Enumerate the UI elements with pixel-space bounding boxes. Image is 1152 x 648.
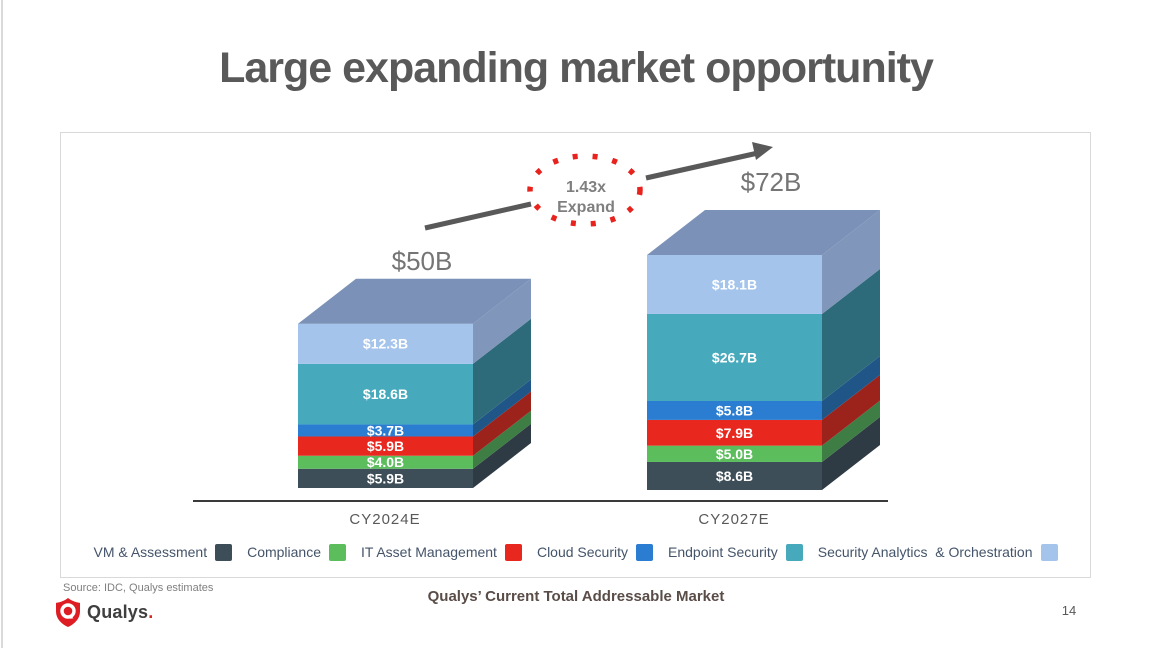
bar-segment	[298, 323, 473, 364]
bar-segment-side	[473, 318, 531, 425]
bar-segment-side	[822, 416, 880, 490]
qualys-shield-icon	[56, 598, 80, 627]
expand-multiplier-text: 1.43x	[566, 179, 606, 196]
legend-item: Security Analytics & Orchestration	[817, 543, 1058, 561]
bar-segment-side	[822, 356, 880, 420]
expand-word-text: Expand	[557, 199, 615, 216]
bar-segment	[647, 445, 822, 462]
legend-label: VM & Assessment	[93, 544, 208, 560]
segment-value-label: $5.9B	[367, 438, 404, 454]
bar-segment	[298, 436, 473, 456]
tam-chart: $5.9B$4.0B$5.9B$3.7B$18.6B$12.3B$8.6B$5.…	[193, 142, 888, 528]
bar-segment-side	[822, 400, 880, 462]
window-edge-line	[1, 0, 3, 648]
segment-value-label: $18.1B	[712, 276, 757, 292]
bar-segment-side	[473, 423, 531, 488]
bars-layer: $5.9B$4.0B$5.9B$3.7B$18.6B$12.3B$8.6B$5.…	[298, 209, 880, 490]
segment-value-label: $5.0B	[716, 446, 753, 462]
chart-area: $5.9B $4.0B $5.9B $3.7B $18.6B $12.3B $8.6B $5.…	[60, 132, 1091, 578]
footer-title: Qualys’ Current Total Addressable Market	[427, 588, 725, 605]
legend-swatch	[636, 543, 653, 561]
bar-segment-side	[473, 410, 531, 469]
segment-value-label: $26.7B	[712, 349, 757, 365]
bar-top-face	[647, 209, 880, 255]
logo-period: .	[148, 602, 154, 622]
bar-segment-side	[473, 278, 531, 364]
legend-swatch	[215, 543, 233, 561]
growth-arrow-head	[752, 142, 773, 160]
legend-swatch	[785, 543, 803, 561]
legend-swatch	[1040, 543, 1058, 561]
source-note: Source: IDC, Qualys estimates	[63, 582, 214, 594]
bar-segment	[647, 254, 822, 314]
bar-segment-side	[822, 374, 880, 446]
segment-value-label: $18.6B	[363, 386, 408, 402]
bar-segment	[298, 424, 473, 437]
legend-label: Security Analytics & Orchestration	[817, 544, 1033, 560]
bar-segment-side	[822, 209, 880, 314]
qualys-logo-text: Qualys.	[87, 602, 154, 622]
bar-top-face	[298, 278, 531, 324]
legend-label: Compliance	[247, 544, 322, 560]
bar-segment-side	[473, 391, 531, 456]
legend-item: IT Asset Management	[361, 543, 522, 561]
legend-label: Endpoint Security	[668, 544, 778, 560]
bar-segment	[298, 363, 473, 425]
growth-arrow-shaft-right	[645, 150, 759, 181]
segment-value-label: $4.0B	[367, 454, 404, 470]
legend-label: Cloud Security	[536, 544, 628, 560]
bar-segment	[647, 313, 822, 402]
bar-segment-side	[473, 379, 531, 437]
growth-arrow-shaft-left	[424, 201, 532, 231]
bar-segment	[647, 461, 822, 490]
legend-item: Cloud Security	[536, 543, 653, 561]
bar-segment	[298, 468, 473, 488]
page-number: 14	[1061, 603, 1077, 618]
segment-value-label: $3.7B	[367, 422, 404, 438]
legend-swatch	[329, 543, 347, 561]
segment-value-label: $5.8B	[716, 402, 753, 418]
category-label-cy2027: CY2027E	[698, 511, 769, 528]
segment-value-label: $8.6B	[716, 468, 753, 484]
qualys-logo: Qualys.	[56, 598, 153, 627]
total-label-cy2024: $50B	[392, 246, 453, 276]
segment-value-label: $7.9B	[716, 425, 753, 441]
legend-item: Endpoint Security	[668, 543, 803, 561]
expand-ellipse	[527, 153, 643, 227]
legend-label: IT Asset Management	[361, 544, 497, 560]
legend-item: Compliance	[247, 543, 347, 561]
bar-segment-side	[822, 268, 880, 402]
segment-value-label: $5.9B	[367, 470, 404, 486]
chart-legend: VM & Assessment Compliance IT Asset Manage…	[61, 535, 1090, 569]
category-label-cy2024: CY2024E	[349, 511, 420, 528]
total-label-cy2027: $72B	[741, 167, 802, 197]
legend-item: VM & Assessment	[93, 543, 233, 561]
segment-value-label: $12.3B	[363, 336, 408, 352]
legend-swatch	[504, 543, 522, 561]
bar-segment	[647, 401, 822, 420]
bar-segment	[647, 419, 822, 446]
bar-segment	[298, 455, 473, 469]
slide-title: Large expanding market opportunity	[219, 44, 934, 92]
